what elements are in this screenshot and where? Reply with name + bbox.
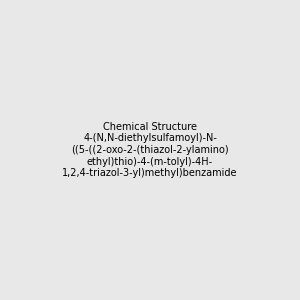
Text: Chemical Structure
4-(N,N-diethylsulfamoyl)-N-
((5-((2-oxo-2-(thiazol-2-ylamino): Chemical Structure 4-(N,N-diethylsulfamo… <box>62 122 238 178</box>
